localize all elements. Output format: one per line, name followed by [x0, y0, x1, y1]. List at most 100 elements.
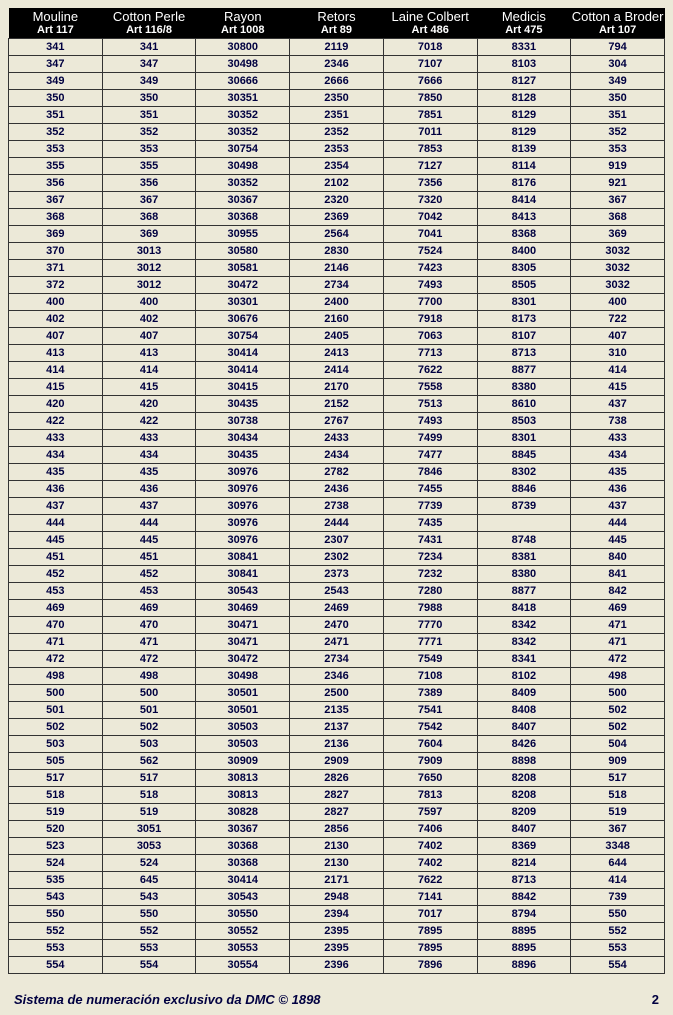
table-cell: 2136 [290, 736, 384, 753]
table-cell: 8794 [477, 906, 571, 923]
table-row: 54354330543294871418842739 [9, 889, 665, 906]
table-cell: 7813 [383, 787, 477, 804]
table-cell: 501 [9, 702, 103, 719]
table-cell: 2444 [290, 515, 384, 532]
column-header-5: MedicisArt 475 [477, 8, 571, 39]
table-row: 43743730976273877398739437 [9, 498, 665, 515]
table-row: 47247230472273475498341472 [9, 651, 665, 668]
table-cell: 523 [9, 838, 103, 855]
table-row: 3713012305812146742383053032 [9, 260, 665, 277]
table-cell: 30976 [196, 498, 290, 515]
table-cell: 909 [571, 753, 665, 770]
table-cell: 30976 [196, 464, 290, 481]
table-cell: 30352 [196, 175, 290, 192]
table-row: 35635630352210273568176921 [9, 175, 665, 192]
table-cell: 3012 [102, 260, 196, 277]
table-row: 41441430414241476228877414 [9, 362, 665, 379]
table-cell: 8739 [477, 498, 571, 515]
table-cell: 7604 [383, 736, 477, 753]
table-cell: 422 [102, 413, 196, 430]
table-cell: 420 [102, 396, 196, 413]
table-cell: 434 [102, 447, 196, 464]
table-cell: 7435 [383, 515, 477, 532]
table-cell: 550 [102, 906, 196, 923]
table-cell: 2856 [290, 821, 384, 838]
table-cell: 30841 [196, 549, 290, 566]
table-cell: 30498 [196, 668, 290, 685]
table-cell: 7402 [383, 855, 477, 872]
table-cell: 30955 [196, 226, 290, 243]
table-cell: 7423 [383, 260, 477, 277]
table-cell: 30414 [196, 872, 290, 889]
table-cell: 2171 [290, 872, 384, 889]
table-cell: 414 [102, 362, 196, 379]
table-row: 47047030471247077708342471 [9, 617, 665, 634]
table-cell: 8368 [477, 226, 571, 243]
table-cell: 356 [102, 175, 196, 192]
table-row: 55355330553239578958895553 [9, 940, 665, 957]
footer-text: Sistema de numeración exclusivo da DMC ©… [14, 992, 321, 1007]
table-cell: 2137 [290, 719, 384, 736]
table-row: 42042030435215275138610437 [9, 396, 665, 413]
table-row: 34934930666266676668127349 [9, 73, 665, 90]
table-cell: 437 [571, 396, 665, 413]
table-cell: 355 [102, 158, 196, 175]
table-cell: 469 [102, 600, 196, 617]
table-row: 44544530976230774318748445 [9, 532, 665, 549]
table-cell: 2353 [290, 141, 384, 158]
column-header-0: MoulineArt 117 [9, 8, 103, 39]
table-cell: 2160 [290, 311, 384, 328]
table-cell: 353 [571, 141, 665, 158]
table-cell: 502 [571, 719, 665, 736]
table-cell: 415 [571, 379, 665, 396]
table-cell: 2302 [290, 549, 384, 566]
table-cell: 351 [571, 107, 665, 124]
page-footer: Sistema de numeración exclusivo da DMC ©… [8, 992, 665, 1007]
table-cell: 7017 [383, 906, 477, 923]
table-cell: 840 [571, 549, 665, 566]
table-cell: 415 [9, 379, 103, 396]
table-cell: 434 [571, 447, 665, 464]
table-cell: 921 [571, 175, 665, 192]
table-cell: 553 [9, 940, 103, 957]
table-row: 34734730498234671078103304 [9, 56, 665, 73]
table-cell: 30469 [196, 600, 290, 617]
table-cell: 8380 [477, 379, 571, 396]
table-cell: 7650 [383, 770, 477, 787]
table-cell: 2738 [290, 498, 384, 515]
table-row: 53564530414217176228713414 [9, 872, 665, 889]
table-cell: 518 [571, 787, 665, 804]
table-cell: 7493 [383, 277, 477, 294]
table-cell: 30841 [196, 566, 290, 583]
table-cell: 453 [9, 583, 103, 600]
table-cell: 2320 [290, 192, 384, 209]
table-cell: 7666 [383, 73, 477, 90]
table-cell: 350 [9, 90, 103, 107]
table-cell: 433 [9, 430, 103, 447]
table-cell: 435 [102, 464, 196, 481]
table-cell: 543 [102, 889, 196, 906]
table-cell: 8305 [477, 260, 571, 277]
table-cell: 502 [102, 719, 196, 736]
table-cell: 8381 [477, 549, 571, 566]
table-cell: 444 [102, 515, 196, 532]
table-cell: 7896 [383, 957, 477, 974]
table-cell: 349 [571, 73, 665, 90]
table-cell: 30368 [196, 209, 290, 226]
table-cell: 2395 [290, 923, 384, 940]
table-cell: 400 [102, 294, 196, 311]
table-cell: 30503 [196, 719, 290, 736]
table-cell: 402 [9, 311, 103, 328]
table-cell: 7320 [383, 192, 477, 209]
table-cell: 8128 [477, 90, 571, 107]
table-cell: 304 [571, 56, 665, 73]
table-cell: 2396 [290, 957, 384, 974]
table-cell: 2394 [290, 906, 384, 923]
table-cell: 30976 [196, 481, 290, 498]
table-cell: 8409 [477, 685, 571, 702]
table-cell: 2130 [290, 855, 384, 872]
table-cell: 7493 [383, 413, 477, 430]
table-cell: 524 [9, 855, 103, 872]
table-cell: 414 [571, 362, 665, 379]
table-cell: 7107 [383, 56, 477, 73]
